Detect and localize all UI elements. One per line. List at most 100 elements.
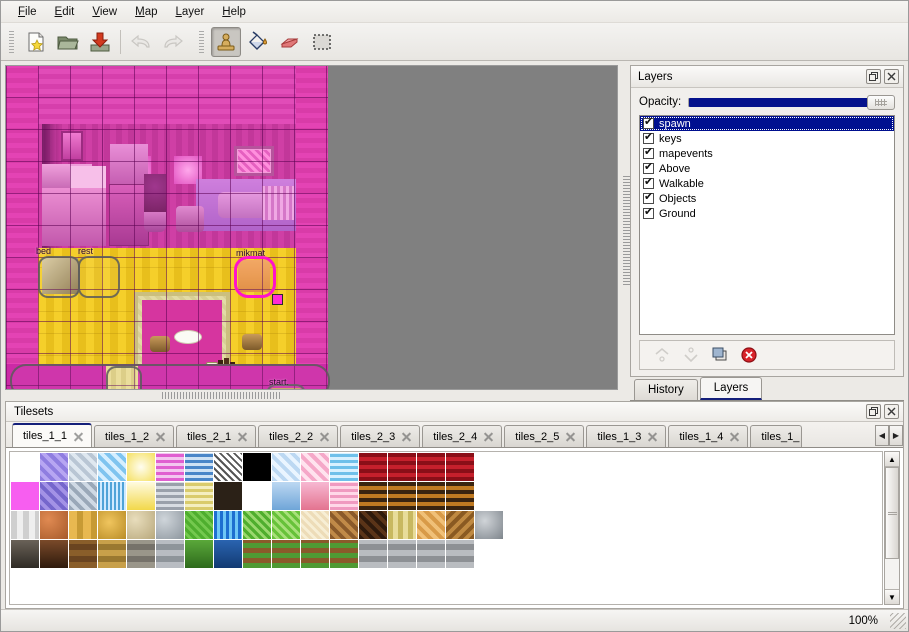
object-marker-entrance[interactable] [106,366,142,389]
close-icon[interactable] [155,431,166,442]
tile-cell[interactable] [272,540,300,568]
tile-cell[interactable] [417,511,445,539]
layer-row-walkable[interactable]: Walkable [640,176,894,191]
tileset-tab-tiles_1_2[interactable]: tiles_1_2 [94,425,175,447]
tileset-tab-tiles_2_2[interactable]: tiles_2_2 [258,425,339,447]
tile-cell[interactable] [11,482,39,510]
object-marker-bed[interactable] [38,256,80,298]
close-icon[interactable] [565,431,576,442]
tile-cell[interactable] [214,482,242,510]
resize-grip[interactable] [890,612,906,629]
layer-row-ground[interactable]: Ground [640,206,894,221]
stamp-brush-icon[interactable] [211,26,241,57]
tile-cell[interactable] [359,540,387,568]
tile-cell[interactable] [69,453,97,481]
tile-cell[interactable] [475,453,503,481]
object-marker-selected[interactable] [234,256,276,298]
tile-cell[interactable] [446,540,474,568]
tile-cell[interactable] [11,511,39,539]
tile-cell[interactable] [359,482,387,510]
delete-layer-icon[interactable] [739,345,759,365]
tile-cell[interactable] [11,540,39,568]
layer-visibility-checkbox[interactable] [643,176,654,189]
duplicate-layer-icon[interactable] [710,345,730,365]
vertical-splitter[interactable] [622,61,630,401]
tile-cell[interactable] [156,540,184,568]
tile-cell[interactable] [417,482,445,510]
tile-cell[interactable] [533,482,561,510]
tile-cell[interactable] [156,482,184,510]
menu-layer[interactable]: Layer [175,5,205,18]
opacity-slider-handle[interactable] [867,94,895,110]
tileset-tab-tiles_2_1[interactable]: tiles_2_1 [176,425,257,447]
tile-cell[interactable] [301,453,329,481]
tile-cell[interactable] [504,453,532,481]
tileset-tab-tiles_1_3[interactable]: tiles_1_3 [586,425,667,447]
undock-icon[interactable] [866,404,881,419]
tile-cell[interactable] [98,453,126,481]
tile-cell[interactable] [243,540,271,568]
tile-cell[interactable] [388,540,416,568]
tileset-tab-tiles_1_4[interactable]: tiles_1_4 [668,425,749,447]
tile-cell[interactable] [359,511,387,539]
tileset-tab-tiles_2_5[interactable]: tiles_2_5 [504,425,585,447]
tile-cell[interactable] [330,453,358,481]
tile-cell[interactable] [214,453,242,481]
tile-cell[interactable] [388,453,416,481]
tile-cell[interactable] [504,482,532,510]
tileset-tab-tiles_1_5[interactable]: tiles_1_ [750,425,803,447]
tile-cell[interactable] [272,511,300,539]
close-icon[interactable] [884,69,899,84]
tile-cell[interactable] [11,453,39,481]
tile-cell[interactable] [446,482,474,510]
tileset-tab-tiles_1_1[interactable]: tiles_1_1 [12,423,93,447]
tileset-tiles[interactable] [10,452,882,569]
toolbar-grip-1[interactable] [8,28,15,55]
tab-history[interactable]: History [634,379,698,400]
eraser-icon[interactable] [275,27,305,57]
bucket-fill-icon[interactable] [243,27,273,57]
tile-cell[interactable] [185,453,213,481]
rectangle-select-icon[interactable] [307,27,337,57]
tile-cell[interactable] [359,453,387,481]
tile-cell[interactable] [98,511,126,539]
layer-visibility-checkbox[interactable] [643,191,654,204]
tile-cell[interactable] [40,482,68,510]
close-icon[interactable] [729,431,740,442]
tile-cell[interactable] [272,482,300,510]
scrollbar-thumb[interactable] [885,467,899,559]
close-icon[interactable] [237,431,248,442]
opacity-slider[interactable] [688,94,895,110]
layer-visibility-checkbox[interactable] [643,116,654,129]
menu-file[interactable]: FFileile [18,5,37,18]
object-marker-corridor[interactable] [10,364,330,389]
tileset-vertical-scrollbar[interactable]: ▲ ▼ [884,451,900,605]
toolbar-grip-2[interactable] [198,28,205,55]
chevron-left-icon[interactable]: ◀ [875,425,889,446]
tile-cell[interactable] [475,540,503,568]
object-marker-rest[interactable] [78,256,120,298]
tile-cell[interactable] [475,482,503,510]
layer-row-above[interactable]: Above [640,161,894,176]
tile-cell[interactable] [156,511,184,539]
tile-cell[interactable] [185,482,213,510]
tileset-grid[interactable] [9,451,883,605]
tile-cell[interactable] [69,540,97,568]
layer-row-mapevents[interactable]: mapevents [640,146,894,161]
tile-cell[interactable] [127,453,155,481]
vertical-splitter-grip[interactable] [622,176,630,286]
layer-row-spawn[interactable]: spawn [640,116,894,131]
save-map-icon[interactable] [85,27,115,57]
close-icon[interactable] [319,431,330,442]
tile-cell[interactable] [243,453,271,481]
tile-cell[interactable] [446,453,474,481]
tile-cell[interactable] [98,482,126,510]
tile-cell[interactable] [533,511,561,539]
tile-cell[interactable] [417,540,445,568]
new-map-icon[interactable] [21,27,51,57]
close-icon[interactable] [401,431,412,442]
horizontal-splitter-grip[interactable] [161,391,282,399]
tile-cell[interactable] [185,540,213,568]
undock-icon[interactable] [866,69,881,84]
undo-icon[interactable] [126,27,156,57]
